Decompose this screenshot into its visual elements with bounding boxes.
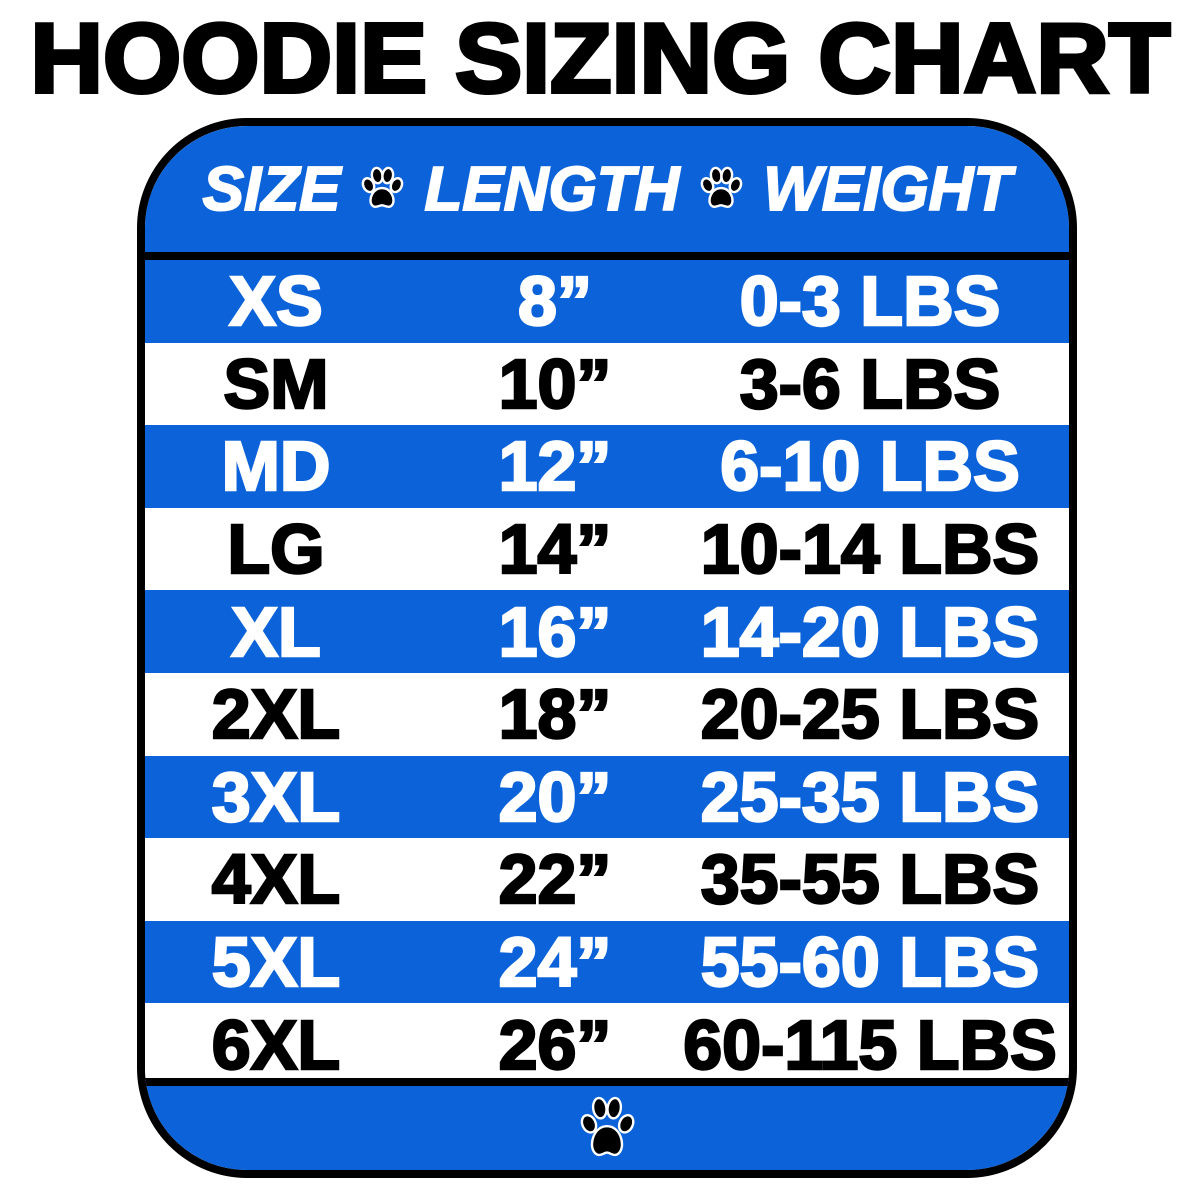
table-row: 3XL 20” 25-35 LBS bbox=[145, 755, 1069, 839]
cell-length: 26” bbox=[497, 1004, 612, 1085]
table-row: MD 12” 6-10 LBS bbox=[145, 425, 1069, 508]
table-row: 4XL 22” 35-55 LBS bbox=[145, 838, 1069, 921]
header-length: LENGTH bbox=[423, 154, 680, 225]
cell-weight: 3-6 LBS bbox=[738, 344, 1001, 425]
cell-size: 6XL bbox=[211, 1004, 342, 1085]
page-title: HOODIE SIZING CHART bbox=[0, 3, 1200, 113]
cell-length: 24” bbox=[497, 922, 612, 1003]
title-text: HOODIE SIZING CHART bbox=[28, 3, 1172, 113]
sizing-table: SIZE LENGTH WEIGHT XS 8” 0-3 LBS SM 10” 3-6 L… bbox=[137, 118, 1077, 1178]
cell-length: 18” bbox=[497, 674, 612, 755]
table-row: LG 14” 10-14 LBS bbox=[145, 507, 1069, 591]
header-size: SIZE bbox=[202, 154, 342, 225]
paw-print-icon bbox=[580, 1096, 635, 1157]
table-row: XS 8” 0-3 LBS bbox=[145, 260, 1069, 343]
cell-size: 2XL bbox=[211, 674, 342, 755]
cell-size: XS bbox=[228, 261, 324, 342]
table-row: 6XL 26” 60-115 LBS bbox=[145, 1003, 1069, 1086]
cell-length: 16” bbox=[497, 591, 612, 672]
cell-size: 4XL bbox=[211, 839, 342, 920]
cell-weight: 60-115 LBS bbox=[682, 1004, 1058, 1085]
cell-weight: 35-55 LBS bbox=[700, 839, 1041, 920]
cell-size: 3XL bbox=[211, 757, 342, 838]
cell-weight: 55-60 LBS bbox=[700, 922, 1041, 1003]
cell-weight: 20-25 LBS bbox=[700, 674, 1041, 755]
cell-weight: 6-10 LBS bbox=[719, 426, 1021, 507]
cell-length: 22” bbox=[497, 839, 612, 920]
cell-weight: 0-3 LBS bbox=[738, 261, 1001, 342]
cell-size: SM bbox=[222, 344, 330, 425]
cell-size: XL bbox=[230, 591, 322, 672]
cell-length: 12” bbox=[497, 426, 612, 507]
table-header: SIZE LENGTH WEIGHT bbox=[145, 126, 1069, 260]
cell-length: 8” bbox=[517, 261, 593, 342]
cell-size: 5XL bbox=[211, 922, 342, 1003]
cell-weight: 10-14 LBS bbox=[700, 509, 1041, 590]
paw-print-icon bbox=[362, 166, 404, 208]
cell-size: LG bbox=[226, 509, 326, 590]
table-row: 5XL 24” 55-60 LBS bbox=[145, 920, 1069, 1004]
table-footer bbox=[145, 1078, 1069, 1170]
paw-print-icon bbox=[701, 166, 743, 208]
cell-weight: 14-20 LBS bbox=[700, 591, 1041, 672]
cell-weight: 25-35 LBS bbox=[700, 757, 1041, 838]
cell-length: 14” bbox=[497, 509, 612, 590]
table-row: 2XL 18” 20-25 LBS bbox=[145, 672, 1069, 756]
cell-length: 20” bbox=[497, 757, 612, 838]
cell-length: 10” bbox=[497, 344, 612, 425]
header-weight: WEIGHT bbox=[762, 154, 1012, 225]
table-row: XL 16” 14-20 LBS bbox=[145, 590, 1069, 673]
table-body: XS 8” 0-3 LBS SM 10” 3-6 LBS MD 12” 6-10 LBS LG 14… bbox=[145, 260, 1069, 1086]
cell-size: MD bbox=[220, 426, 331, 507]
table-row: SM 10” 3-6 LBS bbox=[145, 342, 1069, 426]
